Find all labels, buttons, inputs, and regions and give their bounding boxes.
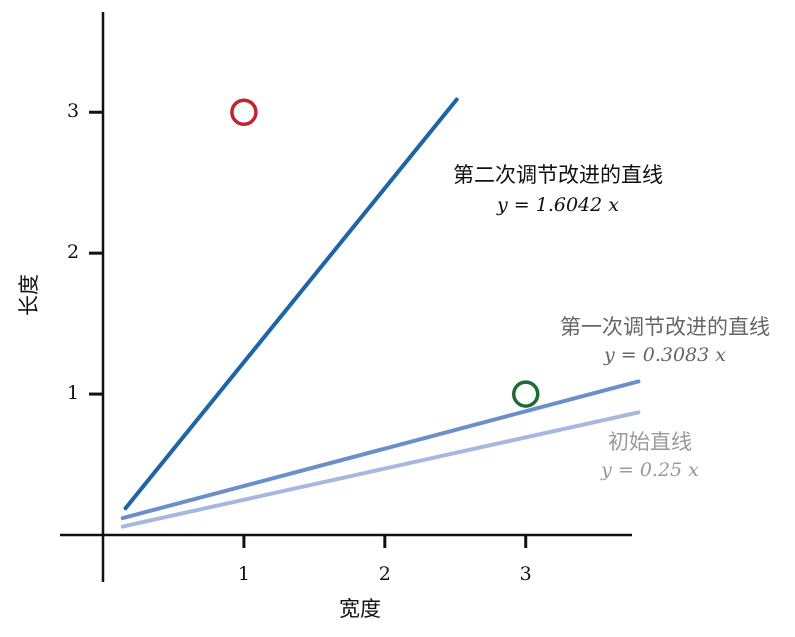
line-equation: y = 0.25 x	[600, 459, 699, 481]
y-tick-label: 1	[67, 382, 79, 404]
line-name: 初始直线	[608, 430, 692, 454]
data-point	[230, 98, 258, 126]
line-name: 第二次调节改进的直线	[453, 163, 663, 187]
x-tick-label: 2	[379, 563, 391, 585]
x-tick-label: 1	[238, 563, 250, 585]
y-tick-label: 2	[67, 241, 79, 263]
y-axis-label: 长度	[17, 274, 41, 316]
fit-line	[120, 379, 641, 521]
line-name: 第一次调节改进的直线	[560, 315, 770, 339]
line-equation: y = 0.3083 x	[603, 344, 726, 366]
fit-line	[123, 97, 459, 511]
data-point	[511, 380, 540, 408]
fit-line	[120, 410, 641, 529]
x-tick-label: 3	[520, 563, 532, 585]
x-axis-label: 宽度	[339, 597, 381, 621]
line-equation: y = 1.6042 x	[496, 194, 619, 216]
y-tick-label: 3	[67, 100, 79, 122]
